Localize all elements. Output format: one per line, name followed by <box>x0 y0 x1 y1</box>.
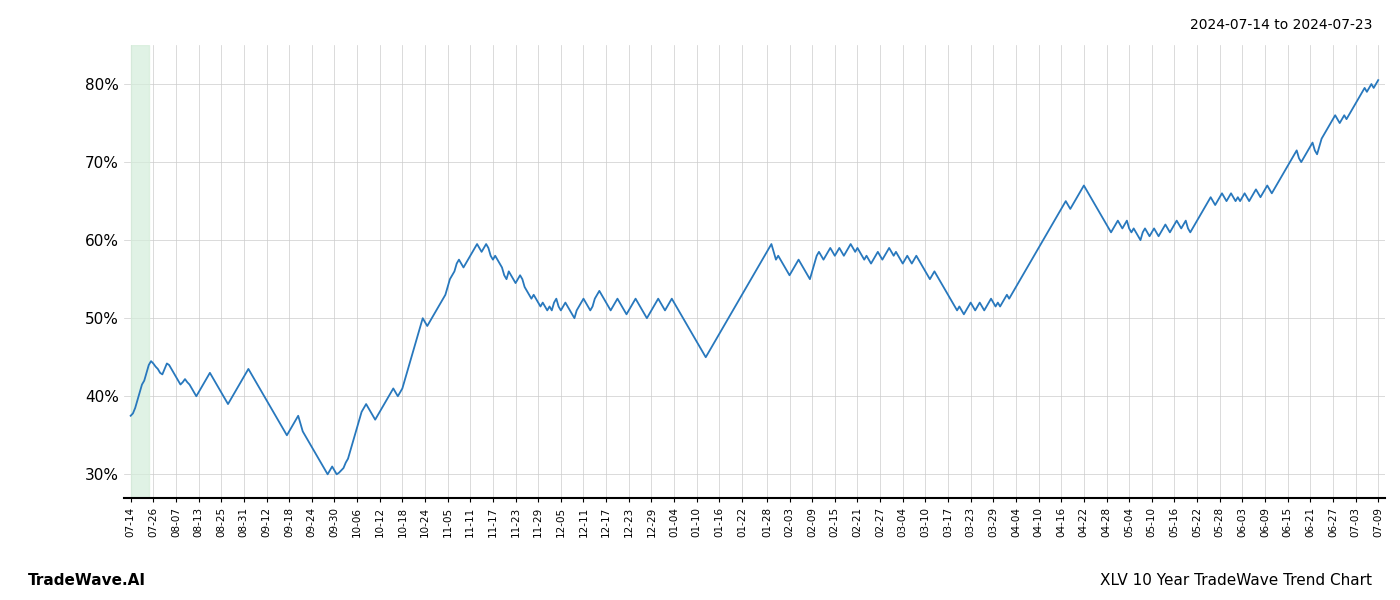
Text: TradeWave.AI: TradeWave.AI <box>28 573 146 588</box>
Text: XLV 10 Year TradeWave Trend Chart: XLV 10 Year TradeWave Trend Chart <box>1100 573 1372 588</box>
Bar <box>130 45 148 498</box>
Text: 2024-07-14 to 2024-07-23: 2024-07-14 to 2024-07-23 <box>1190 18 1372 32</box>
